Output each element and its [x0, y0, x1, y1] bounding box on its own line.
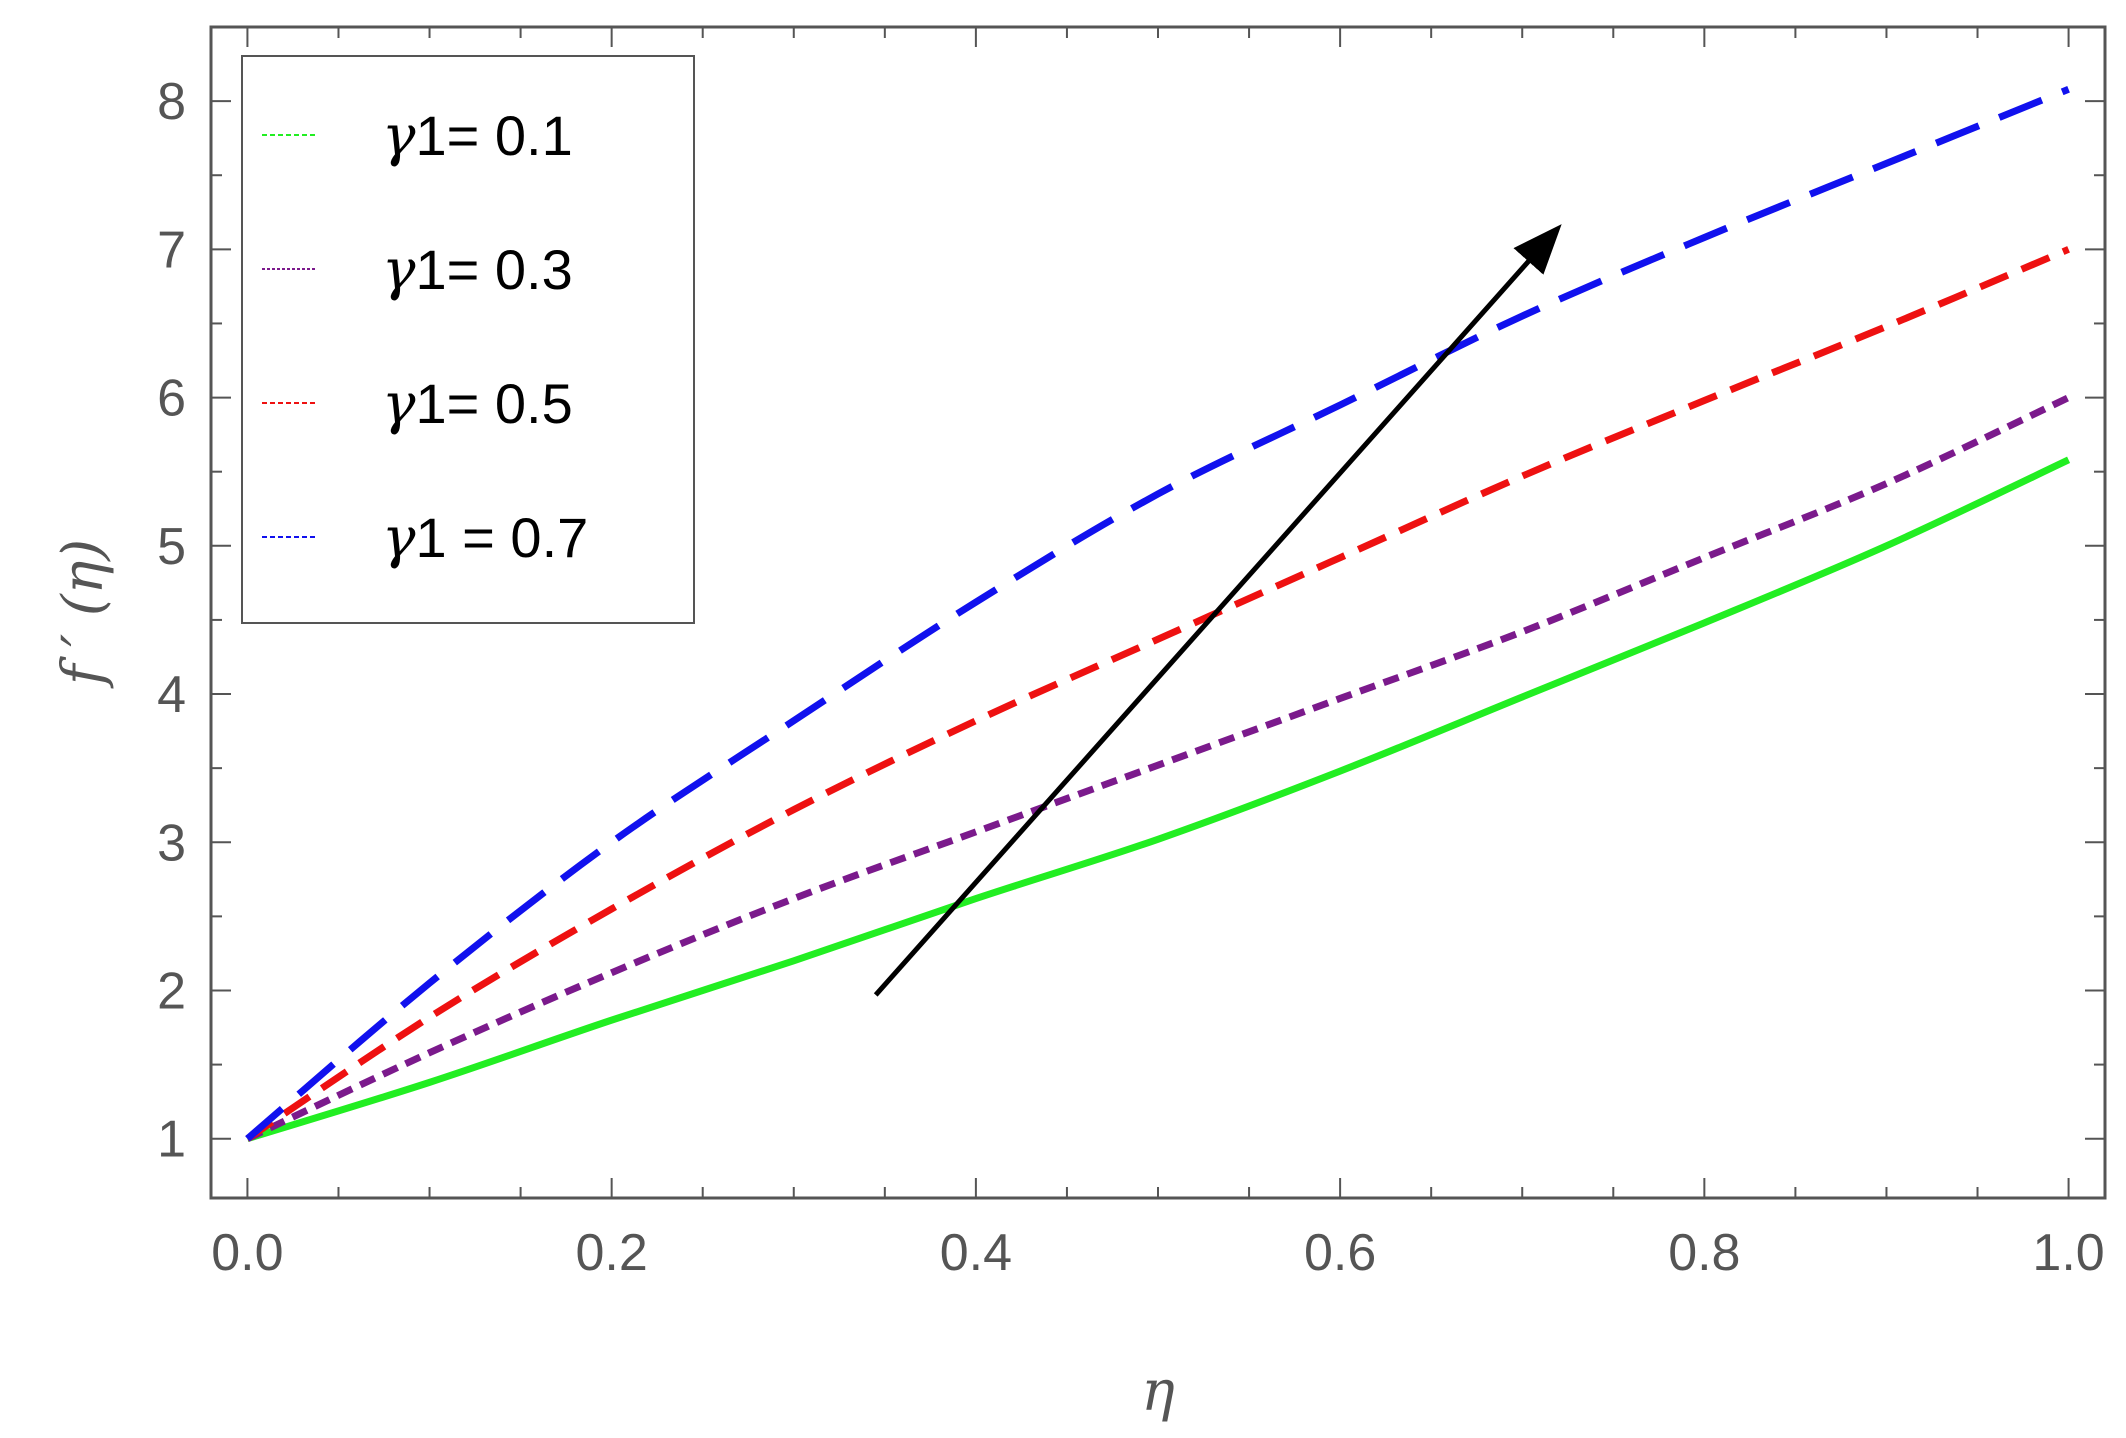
annotation-layer	[873, 224, 1562, 997]
y-tick-label: 3	[157, 814, 186, 872]
series-line-3	[245, 246, 2070, 1142]
x-tick-label: 0.6	[1304, 1224, 1376, 1282]
y-tick-label: 5	[157, 518, 186, 576]
legend-box	[241, 55, 695, 624]
y-tick-label: 6	[157, 370, 186, 428]
y-tick-label: 1	[157, 1111, 186, 1169]
series-line-2	[245, 394, 2071, 1142]
legend: γ1= 0.1 γ1= 0.3 γ1= 0.5 γ1 = 0.7	[241, 55, 695, 624]
y-tick-label: 8	[157, 73, 186, 131]
series-line-4	[245, 86, 2070, 1142]
x-tick-label: 1.0	[2032, 1224, 2104, 1282]
x-axis-label: η	[1141, 1359, 1175, 1424]
axis-ticks	[211, 26, 2105, 1198]
tick-labels: 0.0 0.2 0.4 0.6 0.8 1.0 1 2 3 4 5 6 7 8	[157, 73, 2105, 1282]
legend-label-1: γ1= 0.1	[382, 104, 573, 169]
y-axis-label: f ′ (η)	[51, 539, 116, 689]
y-tick-label: 2	[157, 962, 186, 1020]
y-tick-label: 7	[157, 221, 186, 279]
x-tick-label: 0.8	[1668, 1224, 1740, 1282]
legend-label-4: γ1 = 0.7	[382, 506, 588, 571]
series-layer	[245, 86, 2071, 1143]
legend-label-3: γ1= 0.5	[382, 372, 573, 437]
trend-arrow	[873, 224, 1562, 997]
x-tick-label: 0.0	[211, 1224, 283, 1282]
y-tick-label: 4	[157, 666, 186, 724]
x-tick-label: 0.2	[576, 1224, 648, 1282]
series-line-1	[246, 456, 2071, 1143]
legend-label-2: γ1= 0.3	[382, 238, 573, 303]
x-tick-label: 0.4	[940, 1224, 1012, 1282]
